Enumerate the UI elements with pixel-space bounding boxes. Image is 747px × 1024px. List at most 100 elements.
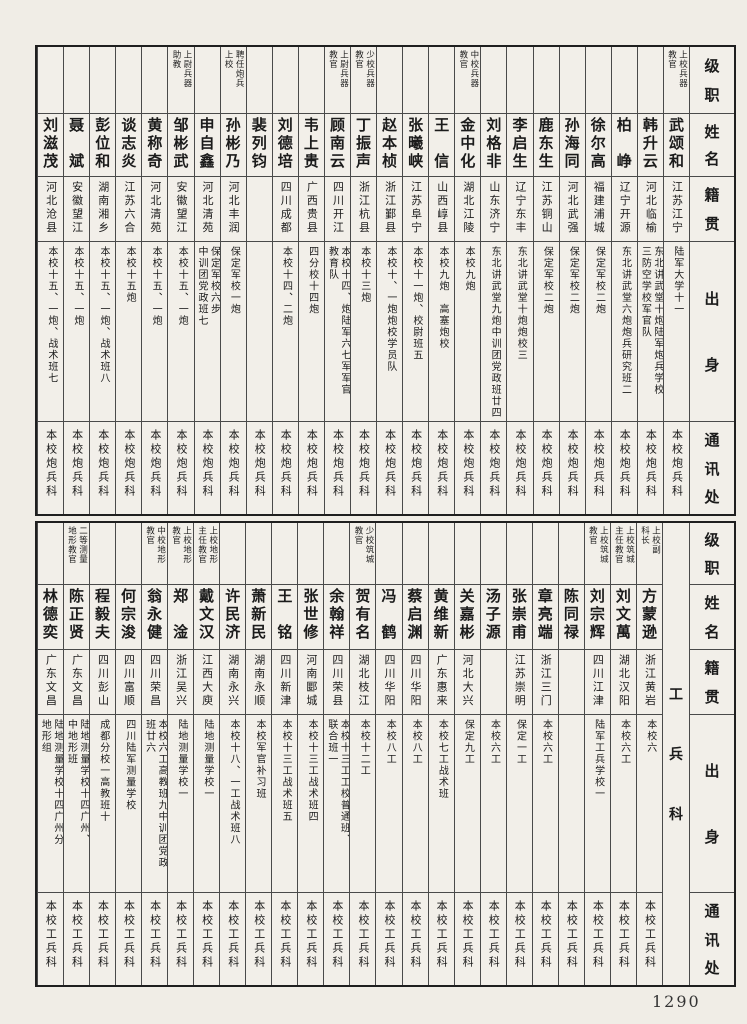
row-header-char: 出 <box>704 762 720 780</box>
address-cell: 本校工兵科 <box>324 893 349 985</box>
person-name: 谈志炎 <box>119 117 138 171</box>
origin-cell: 本校六工 <box>480 715 506 893</box>
origin-cell: 陆地测量学校十四广州、 中地形班 <box>63 715 89 893</box>
row-header-char: 贯 <box>704 214 720 233</box>
row-header-char: 名 <box>704 622 720 641</box>
address-cell: 本校工兵科 <box>559 893 584 985</box>
person-rank: 上校副 科长 <box>639 526 661 555</box>
person-name: 章亮端 <box>535 588 554 642</box>
name-cell: 裴列钧 <box>246 114 272 177</box>
name-cell: 黄称奇 <box>142 114 168 177</box>
rank-cell <box>559 47 585 114</box>
address-cell: 本校炮兵科 <box>247 422 272 514</box>
address-cell: 本校工兵科 <box>637 893 662 985</box>
person-origin: 成都分校一高教班十 <box>97 719 109 823</box>
person-name: 王 信 <box>432 117 451 171</box>
page-number: 1290 <box>652 992 701 1011</box>
row-header-char: 名 <box>704 150 720 169</box>
person-column: 聘任炮兵 上校 孙彬乃 河北丰润 保定军校一炮 本校炮兵科 <box>219 47 246 514</box>
origin-cell: 本校六工高教班九中训团党政 班廿六 <box>142 715 168 893</box>
name-cell: 彭位和 <box>90 114 116 177</box>
person-column: 申自鑫 河北清苑 保定军校六步 中训团党政班七 本校炮兵科 <box>193 47 220 514</box>
person-column: 二等测量 地形教官 陈正贤 广东文昌 陆地测量学校十四广州、 中地形班 本校工兵科 <box>62 523 89 985</box>
address-cell: 本校工兵科 <box>585 893 610 985</box>
native_place-cell: 广东惠来 <box>428 650 454 715</box>
native_place-cell: 湖南湘乡 <box>90 177 116 242</box>
person-name: 张崇甫 <box>509 588 528 642</box>
person-native_place: 江苏江宁 <box>670 181 684 235</box>
person-address: 本校工兵科 <box>304 900 318 970</box>
row-header-native_place: 籍贯 <box>690 650 734 715</box>
name-cell: 刘滋茂 <box>38 114 64 177</box>
person-column: 聂 斌安徽望江 本校十五、一炮 本校炮兵科 <box>63 47 90 514</box>
origin-cell <box>246 242 272 422</box>
person-name: 柏 峥 <box>614 117 633 171</box>
person-address: 本校炮兵科 <box>487 429 501 499</box>
person-name: 刘滋茂 <box>41 117 60 171</box>
address-cell: 本校工兵科 <box>194 893 219 985</box>
person-column: 刘格非 山东济宁 东北讲武堂九炮中训团党政班廿四 本校炮兵科 <box>480 47 507 514</box>
person-column: 刘德培 四川成都 本校十四、二炮 本校炮兵科 <box>271 47 298 514</box>
person-address: 本校炮兵科 <box>566 429 580 499</box>
name-cell: 章亮端 <box>532 585 558 650</box>
origin-cell: 保定军校二炮 <box>559 242 585 422</box>
person-origin: 东北讲武堂六炮炮兵研究班二 <box>619 246 631 396</box>
person-address: 本校炮兵科 <box>44 429 58 499</box>
address-cell: 本校工兵科 <box>116 893 141 985</box>
person-address: 本校工兵科 <box>174 900 188 970</box>
address-cell: 本校炮兵科 <box>560 422 585 514</box>
address-cell: 本校工兵科 <box>220 893 245 985</box>
name-cell: 刘德培 <box>272 114 298 177</box>
person-rank: 上尉兵器 教官 <box>327 50 349 88</box>
rank-cell: 上校地形 教官 <box>168 523 194 585</box>
row-header-address: 通讯处 <box>690 893 734 985</box>
origin-cell: 本校八工 <box>402 715 428 893</box>
address-cell: 本校工兵科 <box>272 893 297 985</box>
person-name: 余翰祥 <box>327 588 346 642</box>
name-cell: 顾南云 <box>324 114 350 177</box>
person-name: 武颂和 <box>666 117 685 171</box>
person-origin: 本校十五、一炮 <box>150 246 162 327</box>
person-origin: 本校十三工战术班五 <box>280 719 292 823</box>
origin-cell: 本校十五炮 <box>116 242 142 422</box>
origin-cell: 东北讲武堂十炮陆军炮兵学校 三防空学校军官队 <box>637 242 663 422</box>
person-name: 刘宗辉 <box>587 588 606 642</box>
person-native_place: 浙江黄岩 <box>643 654 657 708</box>
origin-cell: 保定军校一炮 <box>220 242 246 422</box>
rank-cell <box>428 523 454 585</box>
name-cell: 金中化 <box>455 114 481 177</box>
name-cell: 张崇甫 <box>506 585 532 650</box>
person-rank: 中校地形 教官 <box>144 526 166 564</box>
person-column: 韩升云 河北临榆 东北讲武堂十炮陆军炮兵学校 三防空学校军官队 本校炮兵科 <box>636 47 663 514</box>
native_place-cell: 广西贵县 <box>298 177 324 242</box>
address-cell: 本校工兵科 <box>376 893 401 985</box>
person-name: 彭位和 <box>93 117 112 171</box>
person-rank: 上校筑城 主任教官 <box>613 526 635 564</box>
name-cell: 聂 斌 <box>64 114 90 177</box>
person-native_place: 广东惠来 <box>435 654 449 708</box>
person-origin: 本校九炮 高塞炮校 <box>437 246 448 350</box>
person-origin: 保定军校六步 中训团党政班七 <box>196 246 220 327</box>
rank-cell <box>481 47 507 114</box>
rank-cell <box>403 47 429 114</box>
name-cell: 韩升云 <box>637 114 663 177</box>
person-name: 刘格非 <box>484 117 503 171</box>
origin-cell: 本校九炮 <box>455 242 481 422</box>
person-name: 赵本桢 <box>380 117 399 171</box>
rank-cell: 上校地形 主任教官 <box>194 523 220 585</box>
rank-cell <box>507 47 533 114</box>
origin-cell: 本校十四、二炮 <box>272 242 298 422</box>
native_place-cell: 山东济宁 <box>481 177 507 242</box>
person-column: 黄维新 广东惠来 本校七工战术班 本校工兵科 <box>427 523 454 985</box>
address-cell: 本校炮兵科 <box>586 422 611 514</box>
native_place-cell: 河北丰润 <box>220 177 246 242</box>
row-header-origin: 出身 <box>690 242 734 422</box>
name-cell: 刘宗辉 <box>584 585 610 650</box>
person-native_place: 湖南永兴 <box>226 654 240 708</box>
person-native_place: 河南郾城 <box>304 654 318 708</box>
person-column: 彭位和 湖南湘乡 本校十五、一炮、战术班八 本校炮兵科 <box>89 47 116 514</box>
name-cell: 汤子源 <box>480 585 506 650</box>
person-rank: 少校筑城 教官 <box>352 526 374 564</box>
person-origin: 本校十四、二炮 <box>280 246 292 327</box>
